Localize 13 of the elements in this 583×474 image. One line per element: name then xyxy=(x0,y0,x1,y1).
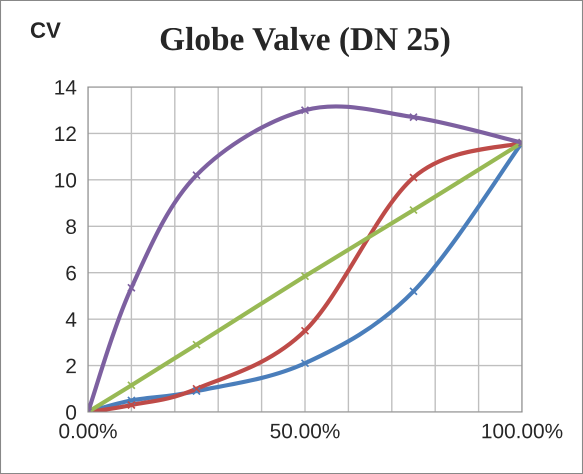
y-tick-label: 0 xyxy=(66,405,76,420)
chart-title: Globe Valve (DN 25) xyxy=(160,26,450,58)
x-tick-label: 0.00% xyxy=(59,424,117,438)
y-tick-label: 14 xyxy=(55,80,76,95)
y-tick-label: 10 xyxy=(55,172,76,188)
y-tick-label: 12 xyxy=(55,126,76,141)
x-tick-label: 100.00% xyxy=(482,424,562,438)
y-tick-label: 6 xyxy=(66,266,76,280)
y-axis-title: CV xyxy=(30,22,61,38)
x-tick-label: 50.00% xyxy=(270,424,340,438)
y-tick-label: 4 xyxy=(66,312,76,327)
y-tick-label: 8 xyxy=(66,219,76,234)
y-tick-label: 2 xyxy=(66,358,76,374)
